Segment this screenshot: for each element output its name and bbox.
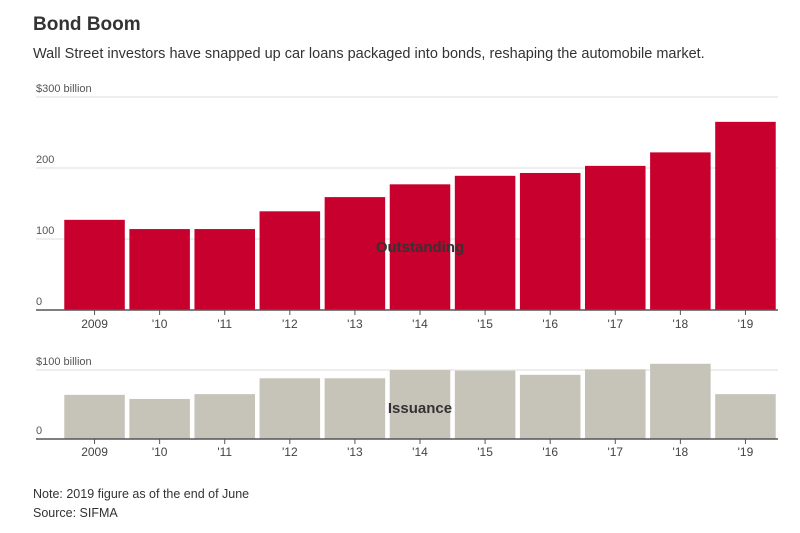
x-tick-label: '15	[477, 317, 493, 331]
y-tick-label: 0	[36, 425, 42, 437]
bar	[519, 172, 581, 310]
y-tick-label: $100 billion	[36, 356, 92, 368]
x-tick-label: '17	[607, 445, 623, 459]
bar	[585, 165, 646, 310]
x-tick-label: '14	[412, 317, 428, 331]
bar	[64, 219, 125, 310]
bar	[650, 152, 711, 310]
x-tick-label: '11	[217, 445, 232, 459]
x-tick-label: '15	[477, 445, 493, 459]
x-tick-label: '18	[673, 445, 689, 459]
x-tick-label: 2009	[81, 445, 108, 459]
x-tick-label: '14	[412, 445, 428, 459]
bar	[650, 363, 711, 439]
bar	[129, 398, 190, 439]
x-tick-label: '16	[542, 445, 558, 459]
bar	[389, 370, 451, 439]
bar	[194, 394, 255, 439]
x-tick-label: '19	[738, 445, 754, 459]
bar	[454, 370, 516, 439]
annotation: Issuance	[388, 400, 452, 417]
x-tick-label: '18	[673, 317, 689, 331]
bar	[585, 369, 646, 439]
bar	[64, 394, 125, 439]
x-tick-label: '19	[738, 317, 754, 331]
bar	[324, 197, 386, 310]
bar	[389, 184, 451, 310]
x-tick-label: '11	[217, 317, 232, 331]
x-tick-label: 2009	[81, 317, 108, 331]
title: Bond Boom	[33, 14, 141, 35]
x-tick-label: '10	[152, 445, 168, 459]
x-tick-label: '12	[282, 445, 298, 459]
y-tick-label: 200	[36, 154, 54, 166]
bar	[519, 374, 581, 439]
bar	[324, 378, 386, 439]
x-tick-label: '12	[282, 317, 298, 331]
annotation: Outstanding	[376, 239, 464, 256]
y-tick-label: 100	[36, 225, 54, 237]
y-tick-label: 0	[36, 296, 42, 308]
subtitle: Wall Street investors have snapped up ca…	[33, 46, 705, 62]
x-tick-label: '13	[347, 317, 363, 331]
bar	[194, 229, 255, 310]
bar	[715, 394, 776, 439]
x-tick-label: '16	[542, 317, 558, 331]
bar	[129, 229, 190, 310]
source: Source: SIFMA	[33, 506, 118, 520]
x-tick-label: '10	[152, 317, 168, 331]
y-tick-label: $300 billion	[36, 83, 92, 95]
bar	[454, 175, 516, 310]
bar	[259, 211, 321, 310]
bar	[259, 378, 321, 439]
bar	[715, 121, 776, 310]
note: Note: 2019 figure as of the end of June	[33, 487, 249, 501]
x-tick-label: '13	[347, 445, 363, 459]
x-tick-label: '17	[607, 317, 623, 331]
